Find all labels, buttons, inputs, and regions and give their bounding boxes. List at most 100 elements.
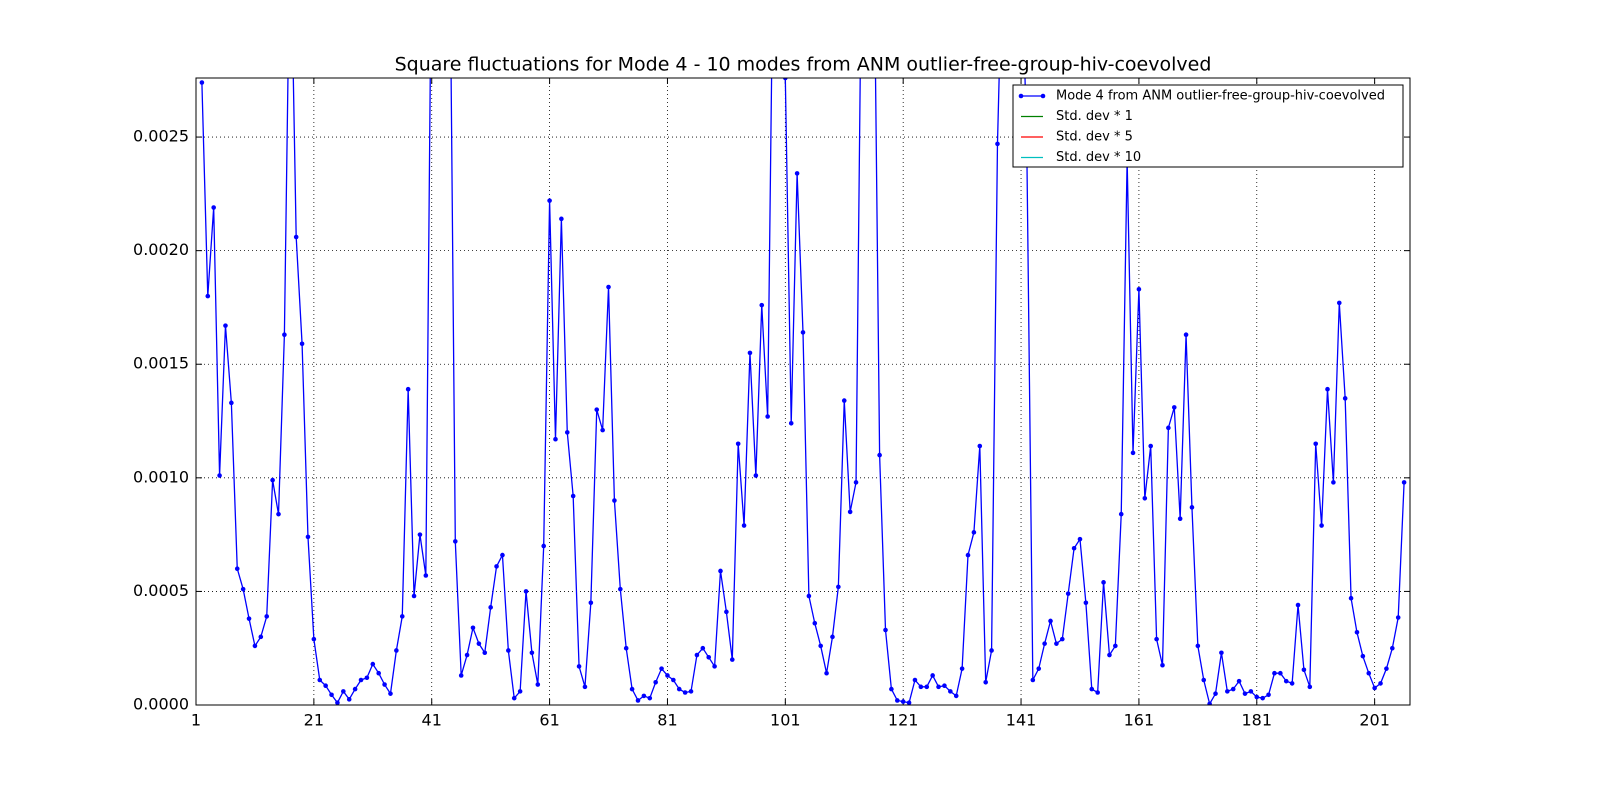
point <box>535 682 541 687</box>
point <box>694 652 700 658</box>
point <box>1219 650 1224 656</box>
point <box>623 645 629 651</box>
point <box>688 689 694 694</box>
x-tick-label: 61 <box>539 711 559 730</box>
point <box>647 695 653 701</box>
point <box>983 679 988 685</box>
point <box>594 407 600 412</box>
point <box>382 682 387 687</box>
point <box>464 652 470 658</box>
point <box>564 430 570 435</box>
point <box>653 679 658 685</box>
point <box>500 552 505 558</box>
point <box>1042 641 1047 646</box>
point <box>1195 643 1201 649</box>
point <box>783 78 788 81</box>
point <box>511 695 517 701</box>
point <box>376 670 381 676</box>
point <box>494 564 499 569</box>
point <box>317 677 323 683</box>
point <box>1331 480 1336 485</box>
point <box>1207 701 1212 705</box>
x-tick-label: 161 <box>1124 711 1155 730</box>
point <box>1236 678 1242 684</box>
y-tick-label: 0.0025 <box>133 127 189 146</box>
point <box>741 523 747 528</box>
point <box>1366 670 1372 676</box>
point <box>1083 600 1089 606</box>
point <box>335 700 340 705</box>
point <box>989 648 994 653</box>
point <box>1360 653 1366 659</box>
point <box>547 198 552 203</box>
point <box>388 691 393 696</box>
point <box>1148 443 1153 449</box>
point <box>1230 686 1236 692</box>
point <box>1130 450 1136 456</box>
point <box>718 568 723 574</box>
point <box>1118 511 1124 517</box>
point <box>205 293 211 299</box>
y-tick-label: 0.0000 <box>133 695 189 714</box>
point <box>1395 615 1401 620</box>
point <box>1372 685 1377 691</box>
point <box>223 323 228 328</box>
point <box>1283 678 1289 684</box>
point <box>1065 591 1071 596</box>
point <box>1189 505 1195 510</box>
point <box>246 616 252 621</box>
point <box>1113 643 1118 649</box>
point <box>1101 580 1106 585</box>
point <box>1136 286 1142 292</box>
point <box>1313 441 1319 447</box>
point <box>1307 684 1313 690</box>
point <box>358 677 364 683</box>
point <box>1160 662 1165 668</box>
point <box>894 698 900 703</box>
point <box>523 589 529 594</box>
point <box>199 80 205 85</box>
point <box>323 683 328 688</box>
point <box>311 636 317 642</box>
point <box>682 690 688 695</box>
point <box>394 648 399 653</box>
point <box>977 443 983 449</box>
point <box>1095 690 1100 695</box>
point <box>800 330 806 335</box>
point <box>1071 545 1077 551</box>
point <box>476 641 482 646</box>
point <box>606 284 611 290</box>
point <box>641 693 647 699</box>
point <box>965 552 971 558</box>
point <box>1254 694 1260 700</box>
point <box>995 141 1000 147</box>
point <box>488 605 493 610</box>
point <box>370 661 376 667</box>
point <box>570 493 576 499</box>
point <box>759 302 765 308</box>
point <box>812 620 818 626</box>
point <box>211 205 216 210</box>
point <box>1336 300 1342 306</box>
x-tick-label: 101 <box>770 711 801 730</box>
point <box>582 684 588 690</box>
point <box>853 480 859 485</box>
point <box>883 627 888 633</box>
point <box>234 566 240 571</box>
point <box>1325 386 1330 392</box>
point <box>541 543 546 549</box>
point <box>877 452 882 458</box>
point <box>1242 691 1248 696</box>
point <box>912 677 918 683</box>
x-tick-label: 121 <box>888 711 919 730</box>
point <box>953 693 959 699</box>
point <box>258 634 264 640</box>
point <box>900 699 906 704</box>
point <box>346 697 352 702</box>
point <box>706 654 712 660</box>
point <box>906 700 912 705</box>
point <box>1384 666 1389 671</box>
point <box>453 539 458 544</box>
point <box>1166 425 1171 431</box>
y-tick-label: 0.0020 <box>133 240 189 259</box>
